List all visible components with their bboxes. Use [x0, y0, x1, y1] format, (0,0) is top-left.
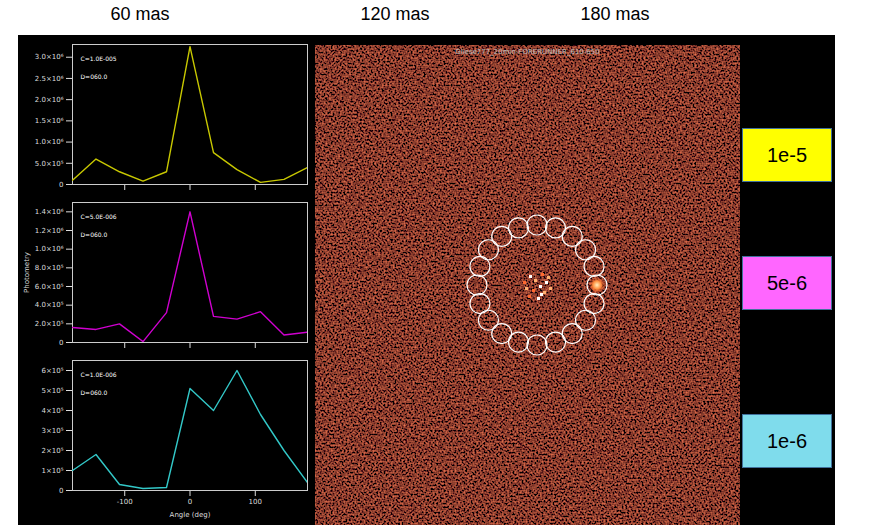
svg-text:5.0×10⁵: 5.0×10⁵ — [35, 160, 64, 168]
svg-text:2.5×10⁶: 2.5×10⁶ — [35, 75, 64, 83]
svg-text:C=1.0E-005: C=1.0E-005 — [81, 55, 117, 62]
svg-text:8.0×10⁵: 8.0×10⁵ — [35, 264, 64, 272]
svg-text:-100: -100 — [117, 498, 133, 506]
svg-text:Gliese777_20min-FORERUNNER_610: Gliese777_20min-FORERUNNER_610-650 — [455, 48, 599, 56]
svg-text:5×10⁵: 5×10⁵ — [41, 387, 63, 395]
svg-text:0: 0 — [59, 487, 63, 495]
svg-text:Photometry: Photometry — [23, 252, 31, 293]
svg-text:0: 0 — [59, 339, 63, 347]
html-text:180 mas: 180 mas — [580, 4, 650, 24]
svg-text:C=1.0E-006: C=1.0E-006 — [81, 371, 117, 378]
svg-text:3.0×10⁶: 3.0×10⁶ — [35, 53, 64, 61]
svg-text:3×10⁵: 3×10⁵ — [41, 427, 63, 435]
svg-text:Angle (deg): Angle (deg) — [170, 511, 211, 519]
svg-text:4.0×10⁵: 4.0×10⁵ — [35, 301, 64, 309]
svg-text:1.0×10⁶: 1.0×10⁶ — [35, 245, 64, 253]
svg-text:0: 0 — [59, 181, 63, 189]
svg-text:6.0×10⁵: 6.0×10⁵ — [35, 283, 64, 291]
svg-text:1.5×10⁶: 1.5×10⁶ — [35, 117, 64, 125]
svg-text:1.4×10⁶: 1.4×10⁶ — [35, 208, 64, 216]
html-text:1e-6: 1e-6 — [767, 429, 807, 452]
svg-text:100: 100 — [249, 498, 262, 506]
svg-text:D=060.0: D=060.0 — [81, 389, 108, 396]
svg-text:2.0×10⁶: 2.0×10⁶ — [35, 96, 64, 104]
html-text:5e-6: 5e-6 — [767, 271, 807, 294]
svg-text:2×10⁵: 2×10⁵ — [41, 447, 63, 455]
svg-text:1.0×10⁶: 1.0×10⁶ — [35, 138, 64, 146]
svg-text:1.2×10⁶: 1.2×10⁶ — [35, 227, 64, 235]
html-text:60 mas: 60 mas — [110, 4, 170, 24]
svg-text:6×10⁵: 6×10⁵ — [41, 367, 63, 375]
svg-text:D=060.0: D=060.0 — [81, 231, 108, 238]
svg-text:C=5.0E-006: C=5.0E-006 — [81, 213, 117, 220]
html-text:120 mas: 120 mas — [360, 4, 430, 24]
svg-text:4×10⁵: 4×10⁵ — [41, 407, 63, 415]
html-text:1e-5: 1e-5 — [767, 143, 807, 166]
svg-text:2.0×10⁵: 2.0×10⁵ — [35, 320, 64, 328]
svg-text:D=060.0: D=060.0 — [81, 73, 108, 80]
svg-text:0: 0 — [188, 498, 192, 506]
svg-text:1×10⁵: 1×10⁵ — [41, 467, 63, 475]
